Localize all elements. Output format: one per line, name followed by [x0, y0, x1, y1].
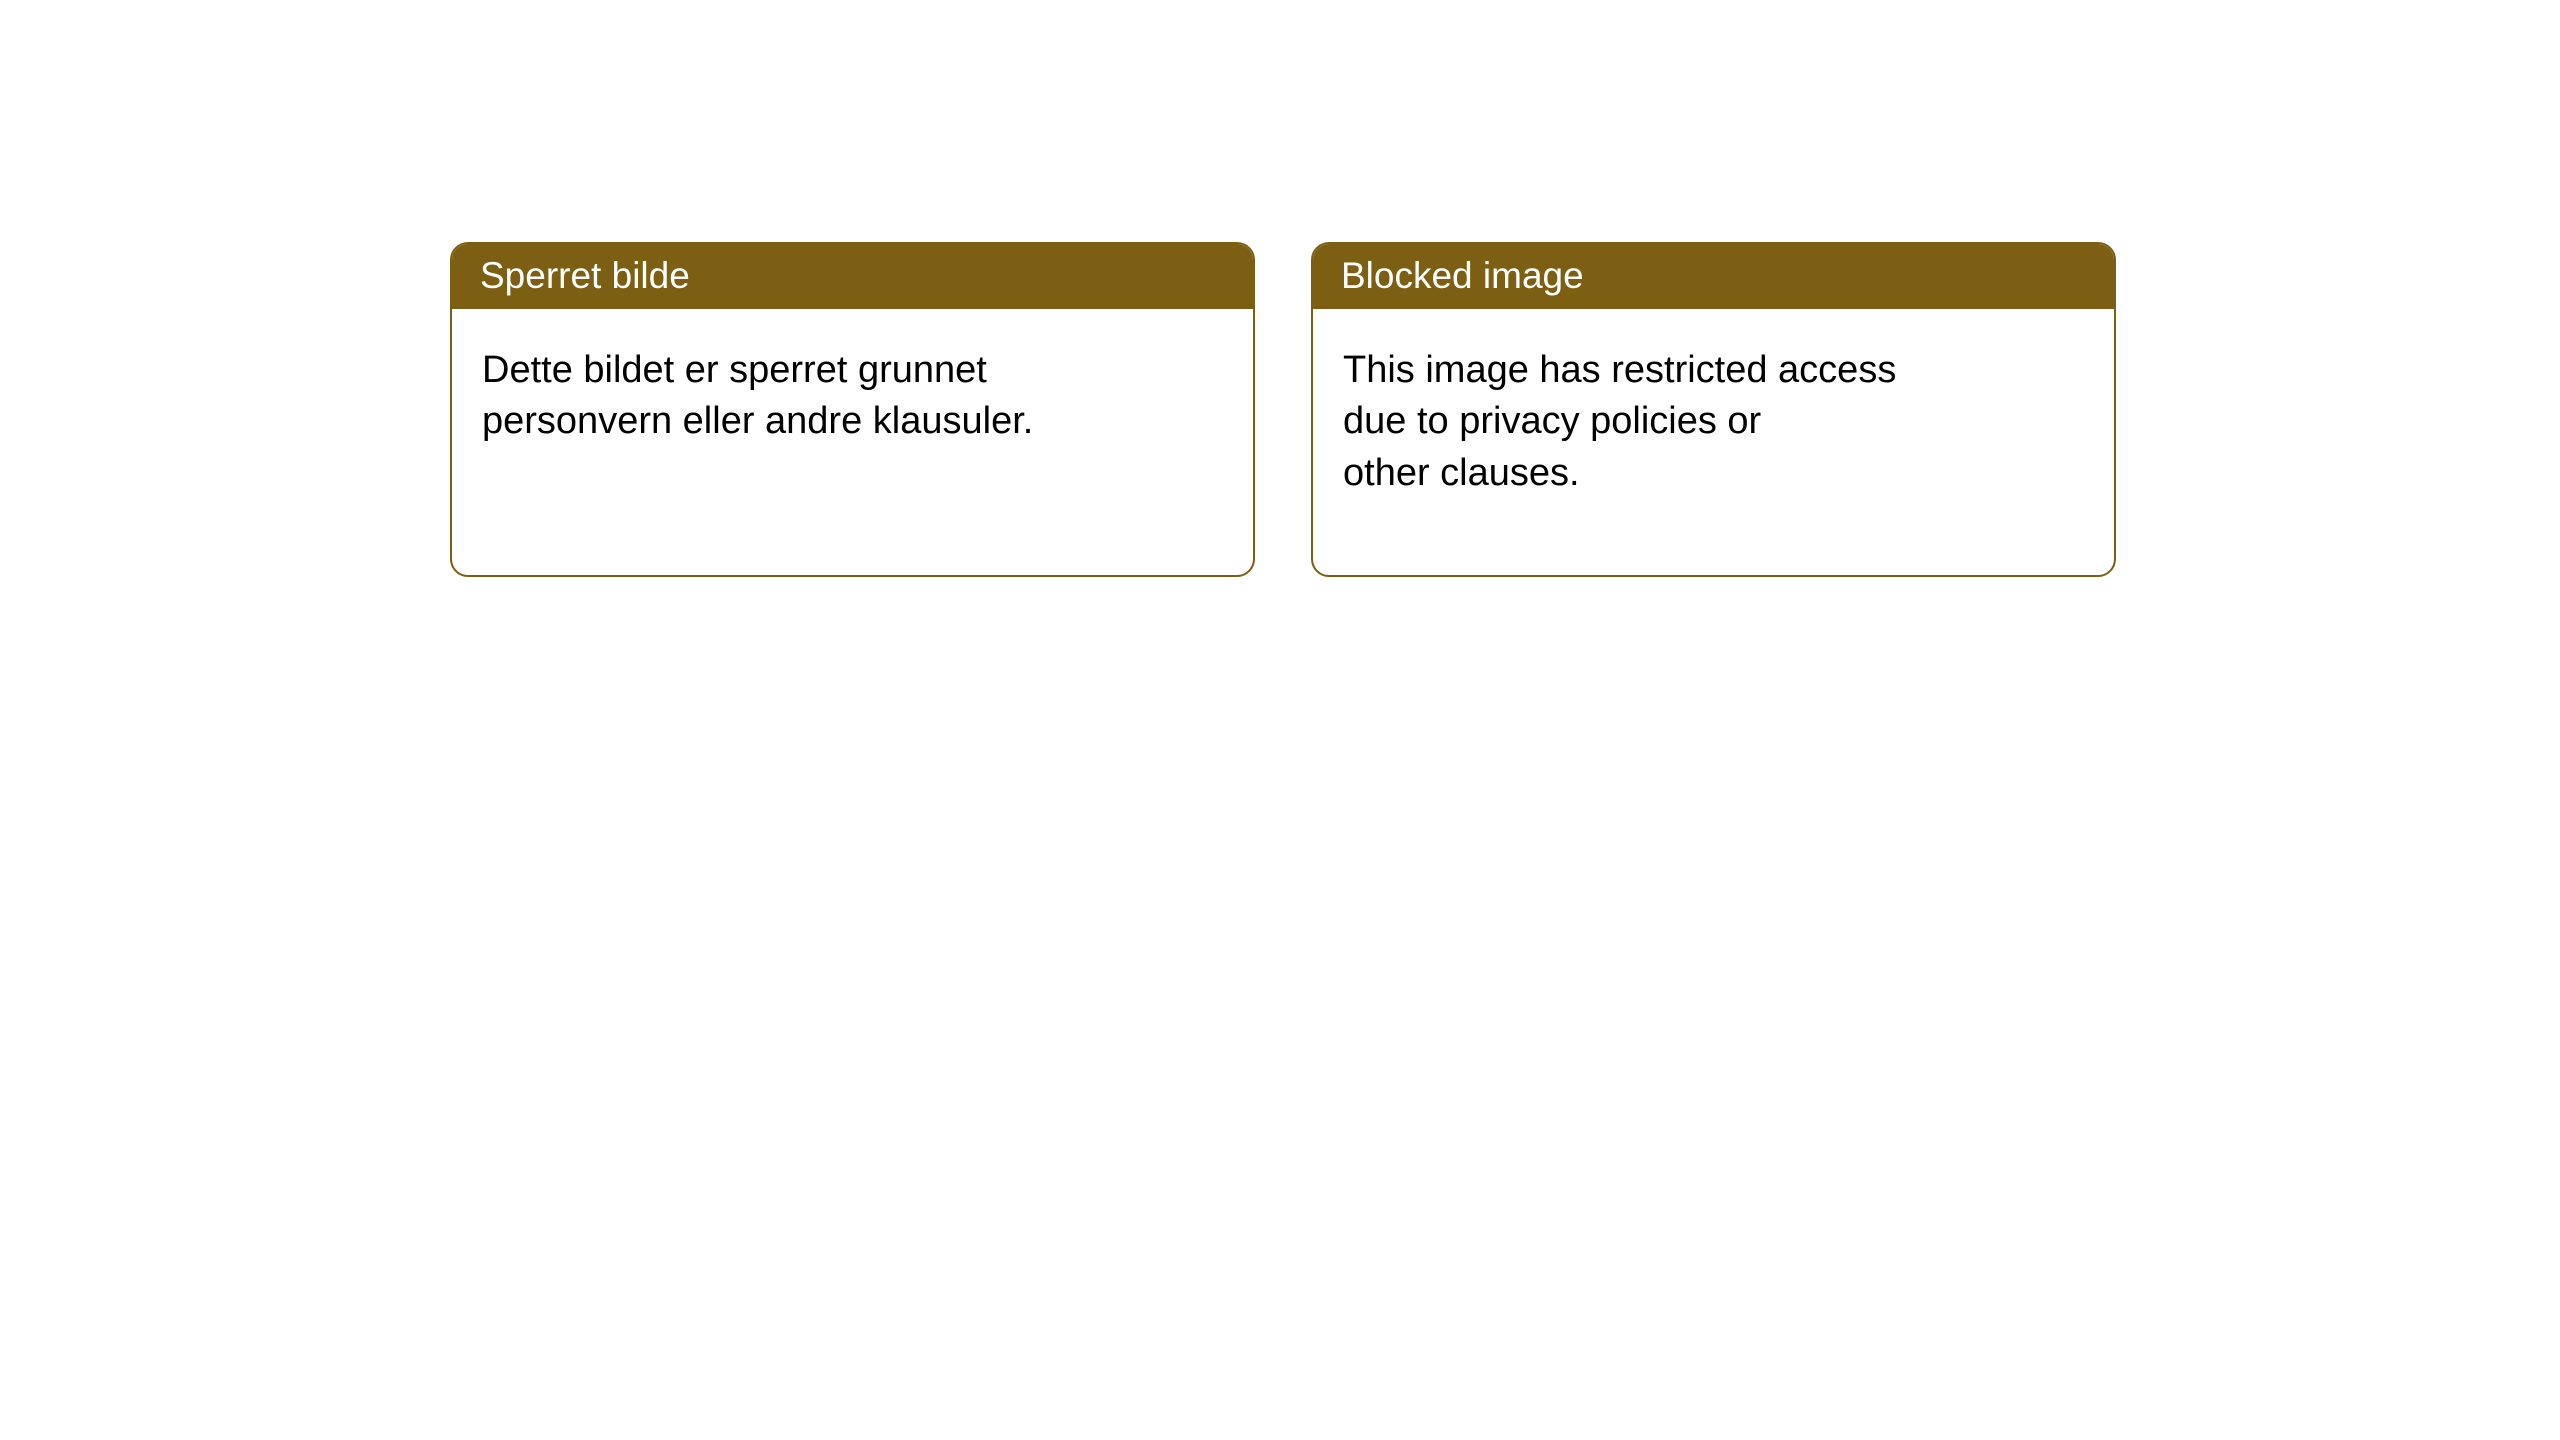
- notice-header-english: Blocked image: [1313, 244, 2114, 309]
- notice-card-norwegian: Sperret bilde Dette bildet er sperret gr…: [450, 242, 1255, 577]
- notice-body-english: This image has restricted access due to …: [1313, 309, 2114, 535]
- notice-container: Sperret bilde Dette bildet er sperret gr…: [450, 242, 2560, 577]
- notice-card-english: Blocked image This image has restricted …: [1311, 242, 2116, 577]
- notice-header-norwegian: Sperret bilde: [452, 244, 1253, 309]
- notice-body-norwegian: Dette bildet er sperret grunnet personve…: [452, 309, 1253, 484]
